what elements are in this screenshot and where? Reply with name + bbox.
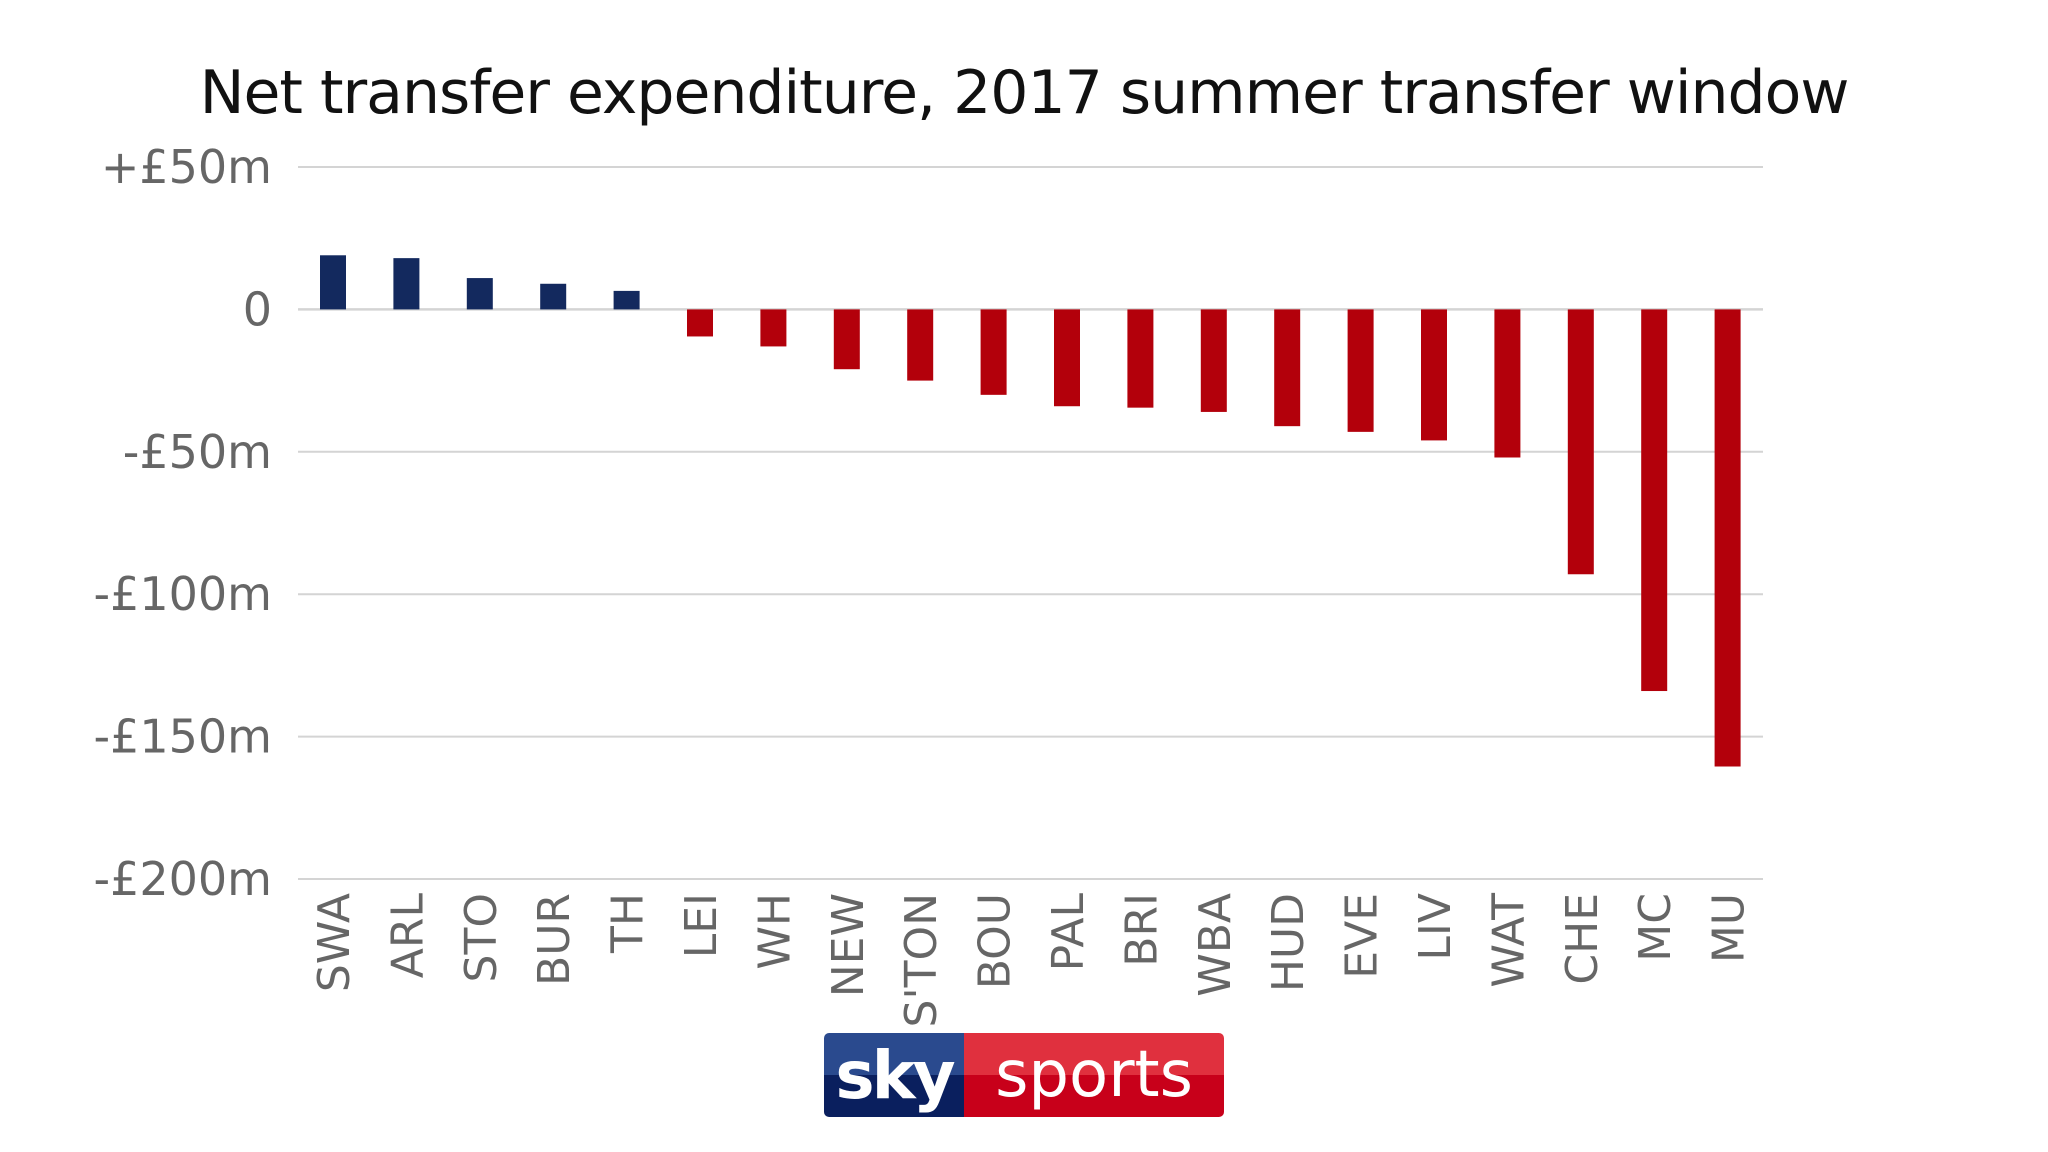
bar-pal xyxy=(1054,309,1080,407)
x-tick-label: S'TON xyxy=(896,893,947,1027)
bar-swa xyxy=(320,255,346,310)
bar-wba xyxy=(1200,309,1227,412)
y-tick-label: +£50m xyxy=(101,140,272,194)
bar-ston xyxy=(907,309,934,381)
x-tick-label: BUR xyxy=(529,893,580,986)
bar-bur xyxy=(540,283,567,310)
bar-th xyxy=(613,290,640,310)
bar-lei xyxy=(687,309,713,337)
x-tick-label: NEW xyxy=(823,893,874,997)
bar-wh xyxy=(760,309,787,347)
sky-sports-logo: sky sports xyxy=(824,1033,1224,1117)
logo-sky: sky xyxy=(824,1033,964,1117)
bar-eve xyxy=(1347,309,1374,432)
x-tick-label: LEI xyxy=(676,893,727,958)
bar-liv xyxy=(1421,309,1447,441)
x-tick-label: MU xyxy=(1704,893,1755,963)
bar-arl xyxy=(393,258,420,310)
bar-mc xyxy=(1641,309,1668,692)
bar-new xyxy=(833,309,860,370)
y-tick-label: 0 xyxy=(243,282,272,336)
x-tick-label: WBA xyxy=(1190,893,1241,997)
y-tick-label: -£50m xyxy=(123,425,272,479)
y-tick-label: -£150m xyxy=(94,710,272,764)
x-tick-label: PAL xyxy=(1043,893,1094,972)
x-tick-label: LIV xyxy=(1410,893,1461,961)
x-tick-label: TH xyxy=(603,893,654,954)
x-tick-label: MC xyxy=(1630,893,1681,962)
x-tick-label: WAT xyxy=(1483,893,1534,988)
y-tick-label: -£200m xyxy=(94,852,272,906)
x-tick-label: CHE xyxy=(1557,893,1608,985)
x-tick-label: HUD xyxy=(1263,893,1314,992)
y-tick-label: -£100m xyxy=(94,567,272,621)
x-tick-label: SWA xyxy=(309,893,360,992)
x-tick-label: BRI xyxy=(1116,893,1167,967)
bar-bri xyxy=(1127,309,1154,408)
bar-wat xyxy=(1494,309,1521,458)
chart-title: Net transfer expenditure, 2017 summer tr… xyxy=(199,58,1850,128)
x-tick-label: WH xyxy=(749,893,800,970)
bar-bou xyxy=(980,309,1007,395)
x-tick-label: BOU xyxy=(970,893,1021,989)
x-tick-label: ARL xyxy=(382,893,433,979)
bar-hud xyxy=(1274,309,1301,427)
bar-mu xyxy=(1714,309,1741,767)
bar-che xyxy=(1567,309,1594,575)
bar-sto xyxy=(466,278,493,310)
logo-sports: sports xyxy=(964,1033,1224,1117)
x-tick-label: STO xyxy=(456,893,507,982)
x-tick-label: EVE xyxy=(1337,893,1388,979)
